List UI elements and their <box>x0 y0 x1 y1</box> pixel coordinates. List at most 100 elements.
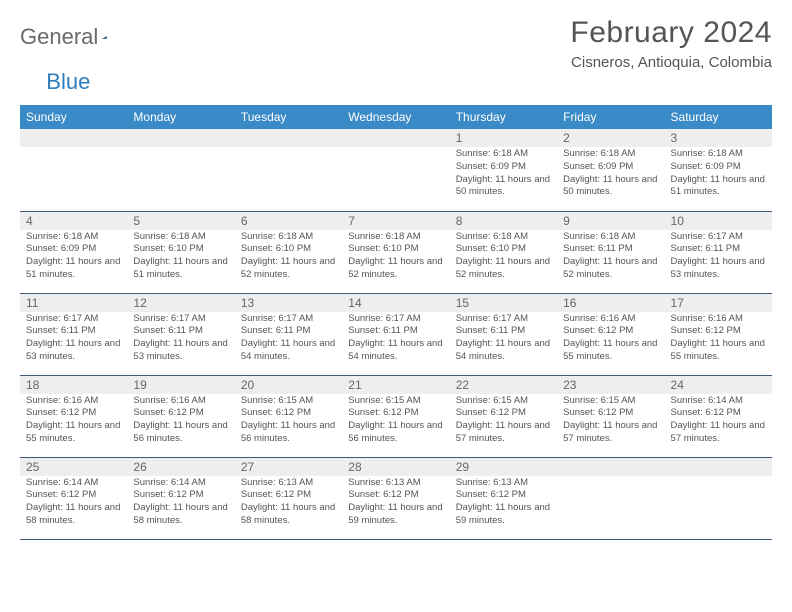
day-details: Sunrise: 6:13 AMSunset: 6:12 PMDaylight:… <box>450 476 557 532</box>
day-detail-line: Sunrise: 6:18 AM <box>26 231 121 244</box>
day-details: Sunrise: 6:15 AMSunset: 6:12 PMDaylight:… <box>235 394 342 450</box>
calendar-cell: 17Sunrise: 6:16 AMSunset: 6:12 PMDayligh… <box>665 293 772 375</box>
calendar-cell: 24Sunrise: 6:14 AMSunset: 6:12 PMDayligh… <box>665 375 772 457</box>
day-detail-line: Daylight: 11 hours and 59 minutes. <box>456 502 551 528</box>
location: Cisneros, Antioquia, Colombia <box>570 54 772 71</box>
day-detail-line: Sunset: 6:10 PM <box>348 243 443 256</box>
day-detail-line: Sunset: 6:11 PM <box>456 325 551 338</box>
calendar-cell: 4Sunrise: 6:18 AMSunset: 6:09 PMDaylight… <box>20 211 127 293</box>
day-detail-line: Sunrise: 6:15 AM <box>456 395 551 408</box>
day-detail-line: Sunset: 6:12 PM <box>241 489 336 502</box>
day-number: 13 <box>235 294 342 312</box>
day-details: Sunrise: 6:16 AMSunset: 6:12 PMDaylight:… <box>20 394 127 450</box>
day-number: 2 <box>557 129 664 147</box>
day-details: Sunrise: 6:17 AMSunset: 6:11 PMDaylight:… <box>665 230 772 286</box>
day-detail-line: Sunset: 6:11 PM <box>133 325 228 338</box>
day-number: 19 <box>127 376 234 394</box>
calendar-table: Sunday Monday Tuesday Wednesday Thursday… <box>20 105 772 540</box>
day-detail-line: Sunset: 6:12 PM <box>456 407 551 420</box>
day-details: Sunrise: 6:17 AMSunset: 6:11 PMDaylight:… <box>235 312 342 368</box>
day-details: Sunrise: 6:13 AMSunset: 6:12 PMDaylight:… <box>235 476 342 532</box>
day-details: Sunrise: 6:18 AMSunset: 6:09 PMDaylight:… <box>20 230 127 286</box>
calendar-cell: 19Sunrise: 6:16 AMSunset: 6:12 PMDayligh… <box>127 375 234 457</box>
day-detail-line: Sunset: 6:12 PM <box>26 489 121 502</box>
day-detail-line: Sunset: 6:11 PM <box>26 325 121 338</box>
calendar-cell: 1Sunrise: 6:18 AMSunset: 6:09 PMDaylight… <box>450 129 557 211</box>
day-number: 3 <box>665 129 772 147</box>
calendar-cell: 16Sunrise: 6:16 AMSunset: 6:12 PMDayligh… <box>557 293 664 375</box>
day-detail-line: Sunset: 6:09 PM <box>26 243 121 256</box>
calendar-cell: 18Sunrise: 6:16 AMSunset: 6:12 PMDayligh… <box>20 375 127 457</box>
day-detail-line: Sunset: 6:09 PM <box>456 161 551 174</box>
day-detail-line: Sunrise: 6:17 AM <box>241 313 336 326</box>
day-detail-line: Sunrise: 6:16 AM <box>26 395 121 408</box>
month-title: February 2024 <box>570 16 772 50</box>
day-detail-line: Sunset: 6:12 PM <box>133 407 228 420</box>
day-detail-line: Daylight: 11 hours and 53 minutes. <box>671 256 766 282</box>
day-details: Sunrise: 6:17 AMSunset: 6:11 PMDaylight:… <box>342 312 449 368</box>
day-number <box>235 129 342 147</box>
day-detail-line: Sunrise: 6:18 AM <box>671 148 766 161</box>
day-detail-line: Sunrise: 6:18 AM <box>563 231 658 244</box>
calendar-row: 18Sunrise: 6:16 AMSunset: 6:12 PMDayligh… <box>20 375 772 457</box>
day-detail-line: Sunrise: 6:13 AM <box>241 477 336 490</box>
col-monday: Monday <box>127 105 234 129</box>
day-details: Sunrise: 6:18 AMSunset: 6:09 PMDaylight:… <box>450 147 557 203</box>
day-details: Sunrise: 6:18 AMSunset: 6:11 PMDaylight:… <box>557 230 664 286</box>
calendar-cell: 2Sunrise: 6:18 AMSunset: 6:09 PMDaylight… <box>557 129 664 211</box>
day-details: Sunrise: 6:17 AMSunset: 6:11 PMDaylight:… <box>20 312 127 368</box>
day-detail-line: Daylight: 11 hours and 54 minutes. <box>241 338 336 364</box>
day-detail-line: Sunset: 6:12 PM <box>563 407 658 420</box>
logo-word-general: General <box>20 24 98 50</box>
day-detail-line: Sunset: 6:12 PM <box>671 325 766 338</box>
day-detail-line: Daylight: 11 hours and 56 minutes. <box>348 420 443 446</box>
day-details <box>557 476 664 481</box>
day-detail-line: Daylight: 11 hours and 52 minutes. <box>348 256 443 282</box>
day-number: 21 <box>342 376 449 394</box>
day-detail-line: Sunrise: 6:16 AM <box>563 313 658 326</box>
day-detail-line: Daylight: 11 hours and 58 minutes. <box>26 502 121 528</box>
day-details: Sunrise: 6:18 AMSunset: 6:10 PMDaylight:… <box>450 230 557 286</box>
day-number: 16 <box>557 294 664 312</box>
day-number: 18 <box>20 376 127 394</box>
day-detail-line: Sunrise: 6:16 AM <box>133 395 228 408</box>
calendar-cell <box>557 457 664 539</box>
day-details: Sunrise: 6:18 AMSunset: 6:10 PMDaylight:… <box>127 230 234 286</box>
day-detail-line: Sunrise: 6:18 AM <box>348 231 443 244</box>
calendar-cell: 27Sunrise: 6:13 AMSunset: 6:12 PMDayligh… <box>235 457 342 539</box>
calendar-cell: 11Sunrise: 6:17 AMSunset: 6:11 PMDayligh… <box>20 293 127 375</box>
day-details: Sunrise: 6:14 AMSunset: 6:12 PMDaylight:… <box>127 476 234 532</box>
col-friday: Friday <box>557 105 664 129</box>
day-detail-line: Sunset: 6:12 PM <box>241 407 336 420</box>
day-details: Sunrise: 6:17 AMSunset: 6:11 PMDaylight:… <box>450 312 557 368</box>
calendar-cell: 15Sunrise: 6:17 AMSunset: 6:11 PMDayligh… <box>450 293 557 375</box>
day-detail-line: Sunrise: 6:16 AM <box>671 313 766 326</box>
calendar-cell: 22Sunrise: 6:15 AMSunset: 6:12 PMDayligh… <box>450 375 557 457</box>
day-number: 17 <box>665 294 772 312</box>
day-detail-line: Sunrise: 6:18 AM <box>456 148 551 161</box>
day-detail-line: Daylight: 11 hours and 55 minutes. <box>671 338 766 364</box>
day-detail-line: Sunset: 6:12 PM <box>671 407 766 420</box>
day-number: 24 <box>665 376 772 394</box>
day-detail-line: Sunset: 6:11 PM <box>671 243 766 256</box>
calendar-cell: 7Sunrise: 6:18 AMSunset: 6:10 PMDaylight… <box>342 211 449 293</box>
col-thursday: Thursday <box>450 105 557 129</box>
day-number: 5 <box>127 212 234 230</box>
day-detail-line: Daylight: 11 hours and 54 minutes. <box>348 338 443 364</box>
day-number: 27 <box>235 458 342 476</box>
day-number: 28 <box>342 458 449 476</box>
day-detail-line: Daylight: 11 hours and 55 minutes. <box>26 420 121 446</box>
day-detail-line: Sunset: 6:11 PM <box>348 325 443 338</box>
calendar-cell: 21Sunrise: 6:15 AMSunset: 6:12 PMDayligh… <box>342 375 449 457</box>
day-details <box>127 147 234 152</box>
day-details <box>342 147 449 152</box>
day-detail-line: Daylight: 11 hours and 51 minutes. <box>26 256 121 282</box>
day-detail-line: Daylight: 11 hours and 52 minutes. <box>241 256 336 282</box>
day-detail-line: Sunset: 6:12 PM <box>563 325 658 338</box>
day-detail-line: Sunrise: 6:14 AM <box>133 477 228 490</box>
day-number: 14 <box>342 294 449 312</box>
day-detail-line: Daylight: 11 hours and 56 minutes. <box>241 420 336 446</box>
day-number: 22 <box>450 376 557 394</box>
calendar-cell <box>342 129 449 211</box>
day-number: 25 <box>20 458 127 476</box>
